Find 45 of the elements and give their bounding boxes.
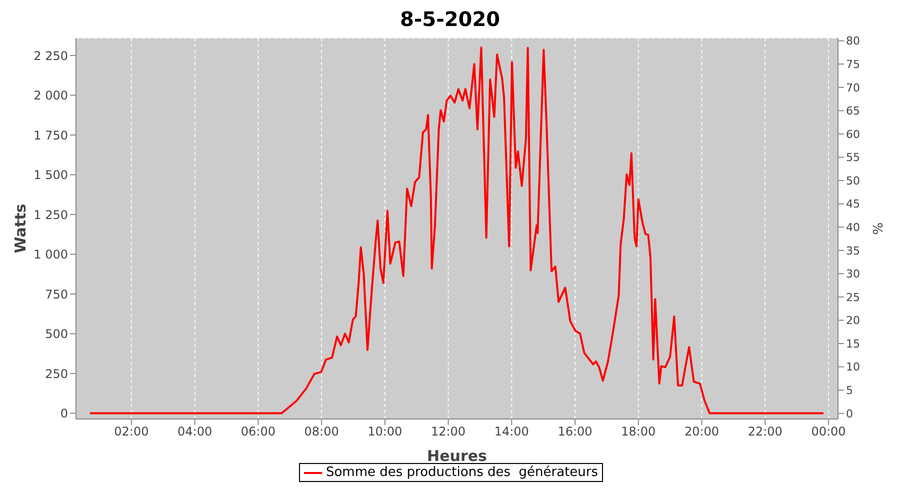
y2-tick-label: 50 xyxy=(846,174,860,188)
y2-tick-label: 25 xyxy=(846,290,860,304)
y-tick-label: 1 500 xyxy=(34,168,68,182)
y2-tick-label: 80 xyxy=(846,34,860,48)
y2-tick-label: 40 xyxy=(846,221,860,234)
y2-tick-label: 5 xyxy=(846,384,853,398)
x-tick-label: 12:00 xyxy=(430,424,466,439)
y2-tick-label: 35 xyxy=(846,244,860,258)
y2-tick-label: 20 xyxy=(846,314,860,328)
y2-tick-label: 65 xyxy=(846,104,860,118)
x-tick-label: 08:00 xyxy=(304,424,339,439)
y2-tick-label: 15 xyxy=(846,337,860,350)
y2-tick-label: 30 xyxy=(846,268,860,281)
y-tick-label: 2 000 xyxy=(34,88,68,103)
x-tick-label: 04:00 xyxy=(178,424,212,439)
x-tick-label: 18:00 xyxy=(621,424,656,439)
legend-label: Somme des productions des générateurs xyxy=(326,465,598,480)
y2-axis-title: % xyxy=(872,222,887,235)
y-tick-label: 2 250 xyxy=(34,48,68,63)
x-tick-label: 02:00 xyxy=(114,424,149,439)
chart-title: 8-5-2020 xyxy=(398,7,502,33)
line-series xyxy=(88,46,824,414)
x-tick-label: 14:00 xyxy=(494,424,529,439)
y2-tick-label: 70 xyxy=(846,81,860,94)
y-axis-title: Watts xyxy=(11,204,30,254)
y-tick-label: 1 000 xyxy=(34,248,68,262)
y2-tick-label: 55 xyxy=(846,151,860,164)
y2-tick-label: 45 xyxy=(846,198,860,211)
x-axis-title: Heures xyxy=(427,447,488,465)
y2-tick-label: 10 xyxy=(846,360,860,374)
x-tick-label: 16:00 xyxy=(558,424,592,439)
y-tick-label: 1 250 xyxy=(34,208,68,222)
y2-tick-label: 0 xyxy=(846,407,853,420)
y-tick-label: 250 xyxy=(45,366,68,381)
x-tick-label: 22:00 xyxy=(748,424,782,439)
y-tick-label: 750 xyxy=(45,287,68,302)
x-tick-label: 00:00 xyxy=(811,424,846,439)
y2-tick-label: 60 xyxy=(846,128,860,141)
x-tick-label: 10:00 xyxy=(368,424,402,439)
x-tick-label: 06:00 xyxy=(240,424,276,439)
x-tick-label: 20:00 xyxy=(684,424,720,439)
y-tick-label: 0 xyxy=(60,406,68,421)
y-tick-label: 500 xyxy=(45,327,68,342)
y2-tick-label: 75 xyxy=(846,58,860,71)
y-tick-label: 1 750 xyxy=(34,128,68,142)
